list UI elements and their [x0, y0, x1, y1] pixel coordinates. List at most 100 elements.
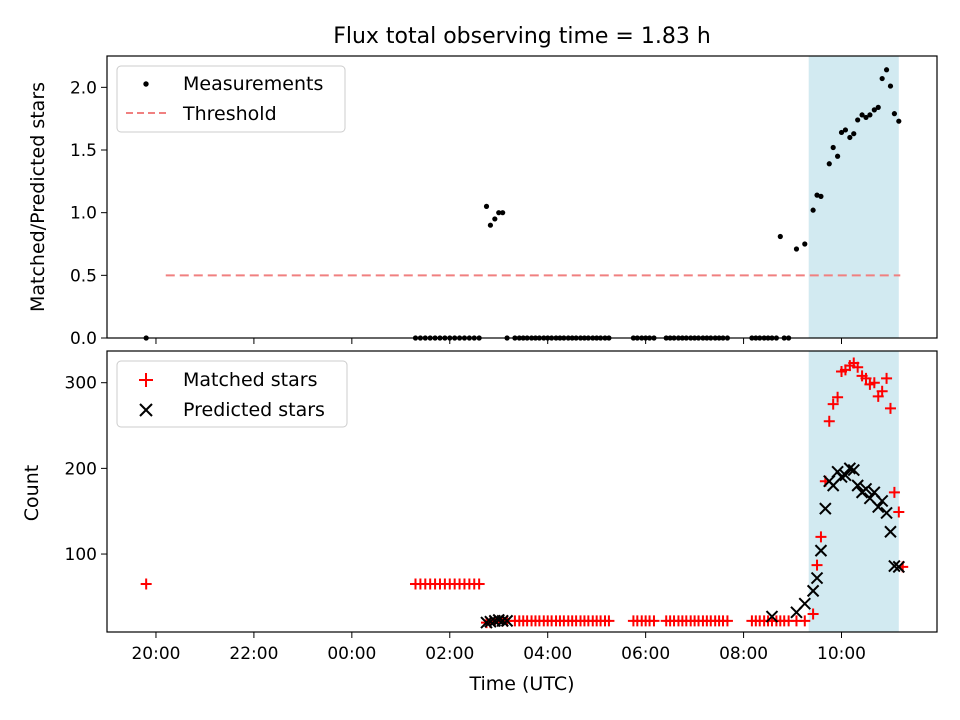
- measurement-point: [867, 112, 873, 118]
- y-tick-label: 1.5: [70, 141, 97, 161]
- legend-label-threshold: Threshold: [182, 103, 277, 125]
- legend-label-predicted: Predicted stars: [183, 399, 325, 421]
- measurement-point: [492, 216, 498, 222]
- ratio-panel: 0.00.51.01.52.0 Matched/Predicted stars …: [27, 55, 938, 349]
- observing-span-highlight: [808, 56, 899, 338]
- matched-star-point: [852, 361, 864, 373]
- measurement-point: [883, 67, 890, 73]
- matched-star-point: [832, 391, 844, 403]
- predicted-star-point: [500, 614, 514, 628]
- measurement-point: [826, 161, 832, 167]
- matched-star-point: [799, 615, 811, 627]
- matched-star-point: [721, 615, 733, 627]
- measurement-point: [847, 134, 853, 141]
- matched-star-point: [876, 385, 888, 397]
- counts-y-axis: 100 200 300: [65, 374, 107, 565]
- y-tick-label: 1.0: [70, 204, 97, 224]
- measurement-point: [863, 114, 869, 121]
- predicted-star-point: [496, 614, 509, 628]
- predicted-star-point: [888, 559, 901, 573]
- x-tick-label: 22:00: [229, 644, 278, 664]
- legend-box: [116, 360, 348, 428]
- counts-x-axis: 20:00 22:00 00:00 02:00 04:00 06:00 08:00 10:00: [131, 632, 866, 664]
- predicted-star-point: [884, 525, 897, 538]
- measurement-point: [879, 75, 885, 82]
- predicted-star-points: [480, 462, 906, 629]
- matched-star-point: [648, 615, 660, 627]
- measurement-point: [500, 210, 506, 216]
- predicted-star-point: [810, 571, 824, 585]
- predicted-star-point: [819, 502, 832, 515]
- matched-star-point: [860, 372, 872, 384]
- y-tick-label: 300: [65, 374, 97, 394]
- legend-label-matched: Matched stars: [183, 369, 317, 391]
- predicted-star-point: [872, 500, 885, 514]
- ratio-y-label: Matched/Predicted stars: [27, 82, 49, 312]
- matched-star-point: [888, 486, 900, 498]
- chart-title: Flux total observing time = 1.83 h: [333, 24, 711, 49]
- predicted-star-point: [875, 494, 889, 508]
- measurement-point: [496, 210, 502, 216]
- y-tick-label: 2.0: [70, 78, 97, 98]
- y-tick-label: 100: [65, 545, 97, 565]
- measurement-point: [891, 111, 897, 117]
- predicted-star-point: [892, 560, 906, 574]
- predicted-star-point: [880, 506, 893, 520]
- measurement-point: [814, 192, 820, 198]
- x-tick-label: 10:00: [817, 644, 866, 664]
- matched-star-point: [823, 415, 835, 427]
- predicted-star-point: [814, 544, 828, 557]
- x-tick-label: 06:00: [621, 644, 670, 664]
- x-tick-label: 00:00: [327, 644, 376, 664]
- measurement-points: [143, 67, 902, 341]
- predicted-star-point: [851, 479, 864, 492]
- measurement-point: [851, 131, 857, 137]
- matched-star-point: [827, 398, 839, 410]
- matched-star-point: [815, 531, 827, 543]
- y-tick-label: 0.0: [70, 329, 97, 349]
- matched-star-point: [884, 402, 896, 414]
- measurement-point: [487, 222, 494, 228]
- predicted-star-point: [806, 584, 820, 598]
- matched-star-point: [868, 377, 880, 389]
- predicted-star-point: [798, 597, 811, 610]
- counts-panel-frame: [106, 350, 938, 633]
- counts-y-label: Count: [21, 465, 43, 521]
- measurement-point: [810, 207, 816, 213]
- measurement-point: [834, 153, 841, 159]
- x-tick-label: 20:00: [131, 644, 180, 664]
- legend-box: [116, 65, 346, 133]
- measurement-point: [777, 233, 783, 240]
- measurement-point: [855, 117, 861, 123]
- y-tick-label: 200: [65, 459, 97, 479]
- measurement-point: [802, 241, 808, 247]
- matched-star-point: [140, 578, 152, 590]
- measurement-point: [838, 129, 845, 136]
- legend-marker-matched: [139, 373, 153, 387]
- predicted-star-point: [839, 469, 852, 482]
- measurement-point: [483, 203, 490, 209]
- ratio-legend: Measurements Threshold: [116, 65, 346, 133]
- counts-panel: 100 200 300 20:00 22:00 00:00 02:00 04:00 06:00…: [21, 350, 938, 695]
- matched-star-point: [473, 578, 485, 590]
- x-tick-label: 02:00: [425, 644, 474, 664]
- matched-star-point: [881, 372, 893, 384]
- observing-span-highlight: [808, 351, 899, 632]
- measurement-point: [887, 83, 894, 89]
- predicted-star-point: [843, 462, 857, 475]
- measurement-point: [875, 104, 881, 110]
- counts-legend: Matched stars Predicted stars: [116, 360, 348, 428]
- predicted-star-point: [847, 463, 860, 477]
- x-tick-label: 04:00: [523, 644, 572, 664]
- matched-star-point: [893, 506, 905, 518]
- measurement-point: [830, 144, 836, 151]
- measurement-point: [871, 107, 877, 113]
- matched-star-point: [811, 559, 823, 571]
- measurement-point: [818, 193, 824, 199]
- x-tick-label: 08:00: [719, 644, 768, 664]
- measurement-point: [896, 118, 902, 124]
- predicted-star-point: [765, 610, 779, 623]
- legend-label-measurements: Measurements: [183, 73, 323, 95]
- y-tick-label: 0.5: [70, 266, 97, 286]
